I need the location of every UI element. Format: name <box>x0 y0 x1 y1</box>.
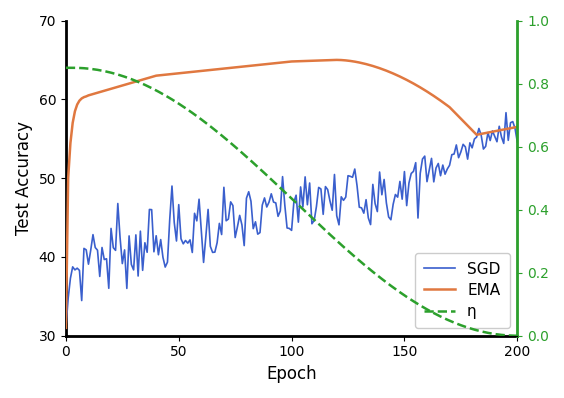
Line: SGD: SGD <box>66 113 517 328</box>
SGD <box>503 110 509 115</box>
EMA <box>514 125 521 129</box>
EMA <box>103 88 110 92</box>
SGD <box>252 219 259 224</box>
η <box>306 213 313 218</box>
η <box>514 334 521 338</box>
SGD <box>65 296 72 301</box>
Y-axis label: Test Accuracy: Test Accuracy <box>15 121 33 235</box>
η <box>227 140 234 145</box>
EMA <box>63 326 69 330</box>
η <box>103 69 110 74</box>
EMA <box>65 176 72 181</box>
SGD <box>306 181 313 185</box>
X-axis label: Epoch: Epoch <box>266 365 317 383</box>
SGD <box>103 256 110 261</box>
EMA <box>333 58 340 62</box>
Line: EMA: EMA <box>66 60 517 328</box>
EMA <box>306 59 313 63</box>
SGD <box>475 126 482 131</box>
η <box>63 65 69 70</box>
Line: η: η <box>66 68 517 336</box>
η <box>252 162 259 167</box>
Legend: SGD, EMA, η: SGD, EMA, η <box>415 252 510 328</box>
η <box>65 65 72 70</box>
SGD <box>514 140 521 144</box>
EMA <box>478 131 484 136</box>
SGD <box>227 199 234 204</box>
SGD <box>63 326 69 330</box>
EMA <box>252 63 259 68</box>
EMA <box>227 66 234 70</box>
η <box>475 328 482 333</box>
